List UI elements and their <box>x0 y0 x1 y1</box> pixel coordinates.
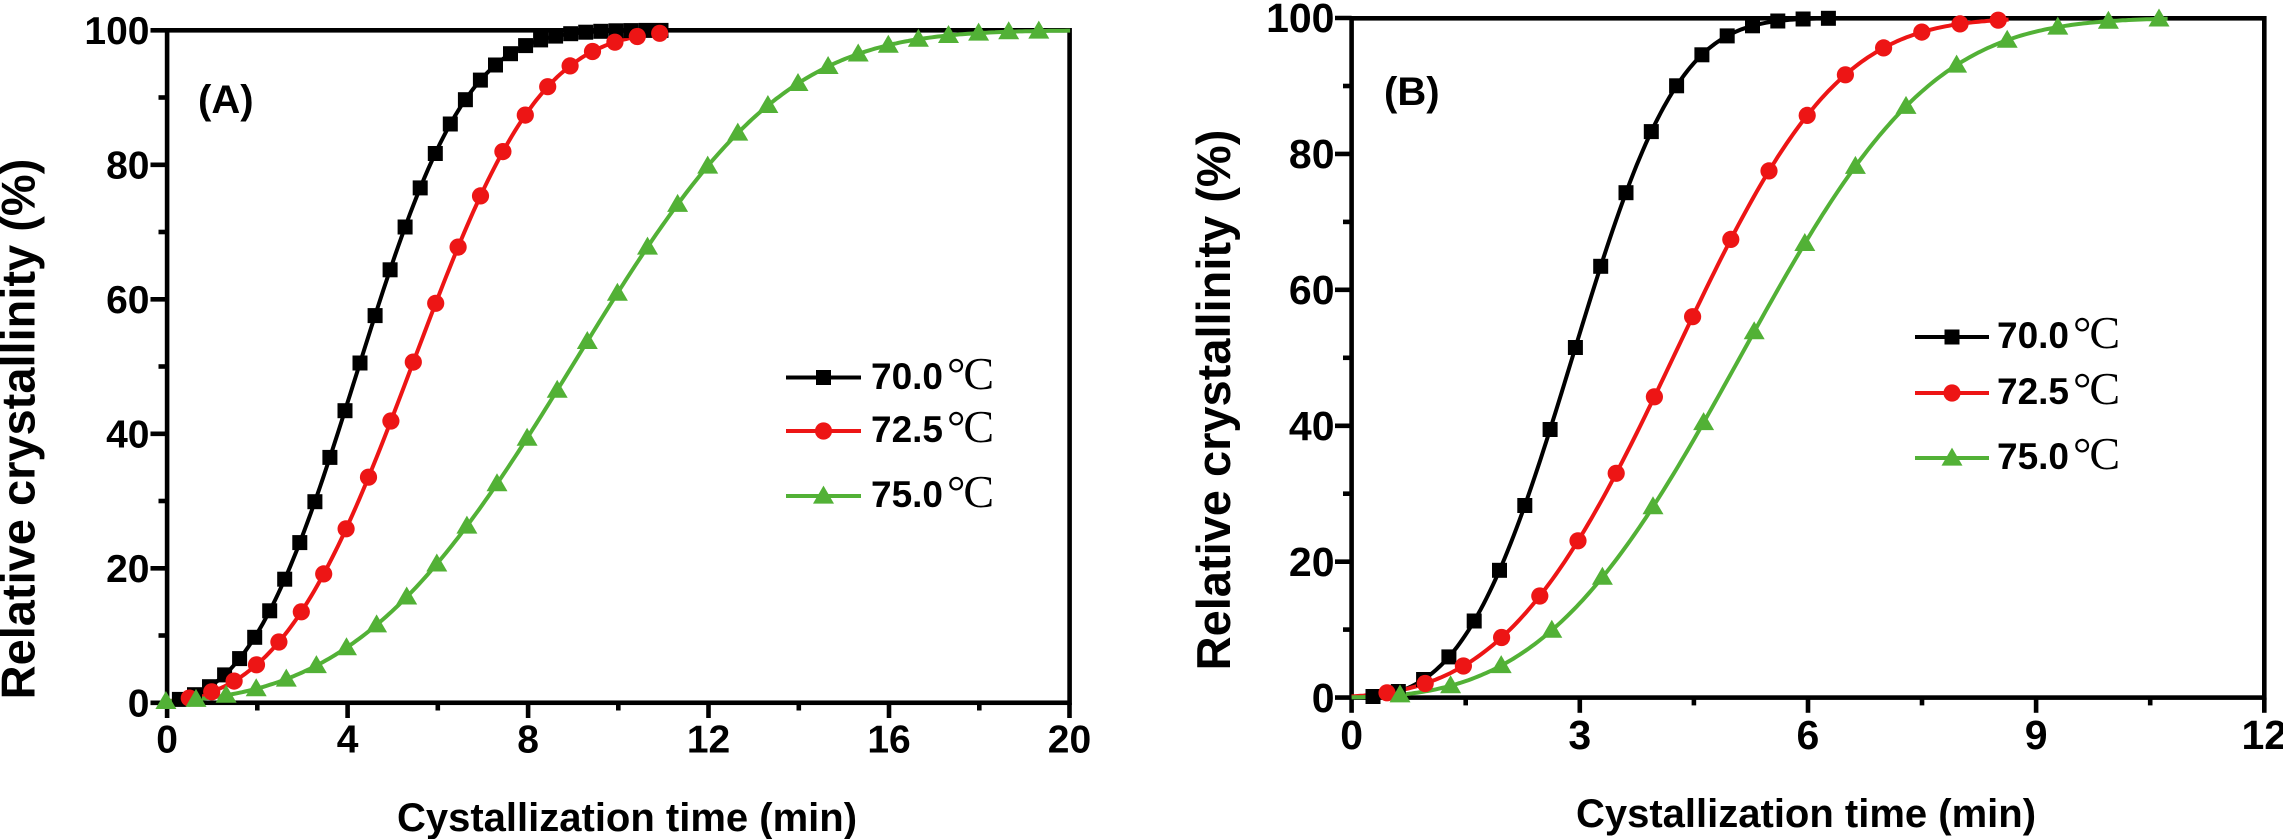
svg-text:Cystallization time (min): Cystallization time (min) <box>1576 792 2036 836</box>
svg-text:40: 40 <box>1289 403 1335 449</box>
svg-text:4: 4 <box>337 719 359 762</box>
svg-text:16: 16 <box>867 719 910 762</box>
svg-text:0: 0 <box>1340 712 1363 758</box>
svg-text:20: 20 <box>1048 719 1091 762</box>
svg-text:6: 6 <box>1797 712 1820 758</box>
svg-text:80: 80 <box>106 144 149 187</box>
svg-text:100: 100 <box>1266 0 1334 41</box>
svg-text:8: 8 <box>517 719 539 762</box>
svg-text:20: 20 <box>1289 539 1335 585</box>
svg-text:9: 9 <box>2025 712 2048 758</box>
svg-text:60: 60 <box>106 279 149 322</box>
svg-text:80: 80 <box>1289 131 1335 177</box>
svg-text:Relative crystallinity (%): Relative crystallinity (%) <box>0 159 45 700</box>
svg-text:Cystallization time (min): Cystallization time (min) <box>397 796 857 839</box>
svg-text:70.0°C: 70.0°C <box>871 348 992 399</box>
svg-text:3: 3 <box>1568 712 1591 758</box>
svg-text:12: 12 <box>2242 712 2283 758</box>
svg-text:Relative crystallinity (%): Relative crystallinity (%) <box>1187 130 1240 671</box>
svg-text:72.5°C: 72.5°C <box>1997 363 2118 414</box>
svg-text:20: 20 <box>106 548 149 591</box>
svg-text:75.0°C: 75.0°C <box>1997 428 2118 479</box>
svg-text:0: 0 <box>128 682 150 725</box>
svg-text:0: 0 <box>156 719 178 762</box>
svg-text:(A): (A) <box>198 78 254 122</box>
svg-text:75.0°C: 75.0°C <box>871 466 992 517</box>
svg-text:72.5°C: 72.5°C <box>871 401 992 452</box>
svg-text:70.0°C: 70.0°C <box>1997 307 2118 358</box>
svg-text:40: 40 <box>106 413 149 456</box>
svg-text:12: 12 <box>687 719 730 762</box>
svg-text:60: 60 <box>1289 267 1335 313</box>
svg-text:(B): (B) <box>1384 70 1440 114</box>
svg-text:0: 0 <box>1312 675 1335 721</box>
svg-text:100: 100 <box>84 10 149 53</box>
